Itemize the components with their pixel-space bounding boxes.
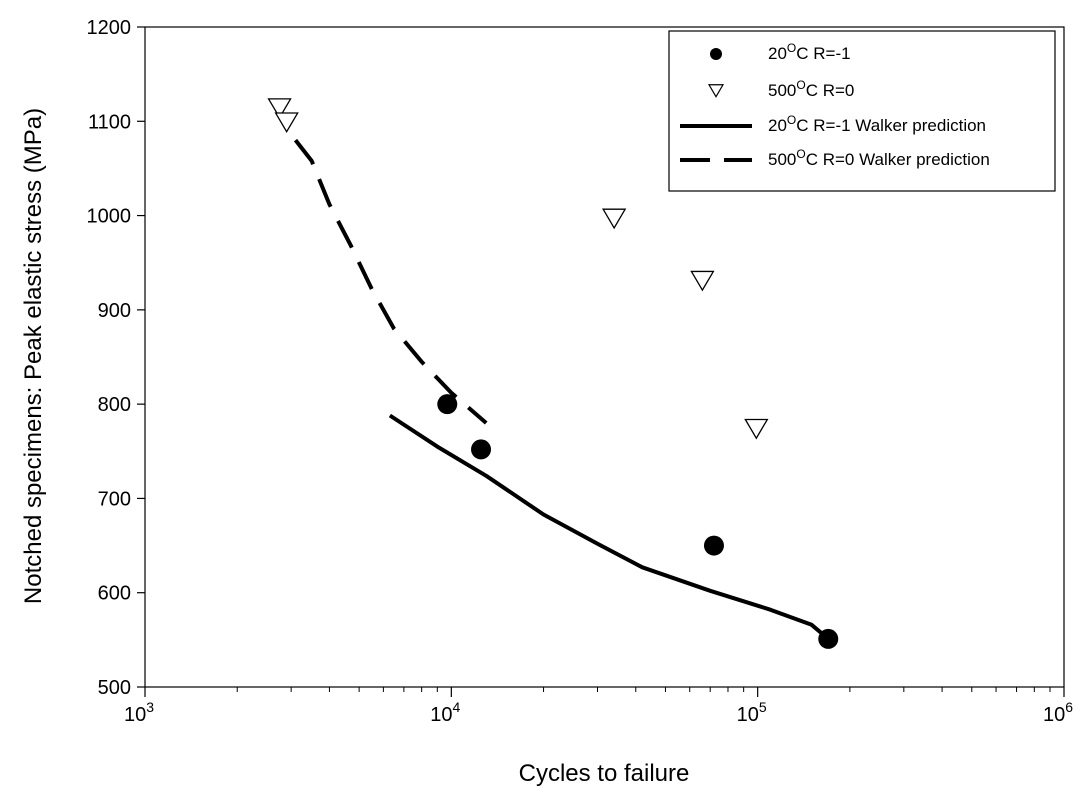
legend-marker-500c: [707, 84, 725, 98]
y-tick-label: 900: [98, 300, 131, 322]
legend-marker-20c: [710, 48, 722, 60]
legend-label: 500OC R=0 Walker prediction: [768, 147, 990, 169]
data-point-20c: [437, 394, 458, 415]
legend-label: 20OC R=-1 Walker prediction: [768, 113, 986, 135]
data-point-500c: [267, 98, 292, 119]
y-axis-title: Notched specimens: Peak elastic stress (…: [20, 108, 47, 604]
data-point-500c: [602, 208, 627, 230]
legend-label: 20OC R=-1: [768, 41, 851, 63]
data-point-500c: [690, 270, 715, 292]
x-tick-label: 105: [737, 699, 767, 726]
x-tick-label: 104: [430, 699, 460, 726]
x-tick-label: 106: [1043, 699, 1073, 726]
walker-500c-line: [293, 138, 488, 425]
walker-20c-line: [388, 413, 830, 641]
legend: 20OC R=-1 500OC R=0 20OC R=-1 Walker predi…: [668, 30, 1056, 192]
x-axis-title: Cycles to failure: [519, 760, 690, 787]
data-point-500c: [274, 112, 299, 134]
data-point-20c: [703, 535, 724, 556]
y-tick-label: 600: [98, 583, 131, 605]
legend-label: 500OC R=0: [768, 78, 854, 100]
x-tick-label: 103: [124, 699, 154, 726]
y-tick-label: 500: [98, 677, 131, 699]
data-point-20c: [818, 628, 839, 649]
x-axis: 103 104 105 106: [124, 687, 1073, 726]
y-tick-label: 800: [98, 394, 131, 416]
legend-box: [668, 30, 1056, 192]
y-tick-label: 1000: [87, 206, 132, 228]
y-tick-label: 1200: [87, 17, 132, 39]
y-tick-label: 700: [98, 488, 131, 510]
data-point-500c: [744, 418, 769, 440]
plot-frame: [144, 26, 1065, 688]
data-point-20c: [471, 439, 492, 460]
plot-area: [144, 26, 1065, 688]
y-tick-label: 1100: [88, 111, 131, 133]
y-axis: 500 600 700 800 900 1000 1100 1200: [87, 17, 145, 699]
